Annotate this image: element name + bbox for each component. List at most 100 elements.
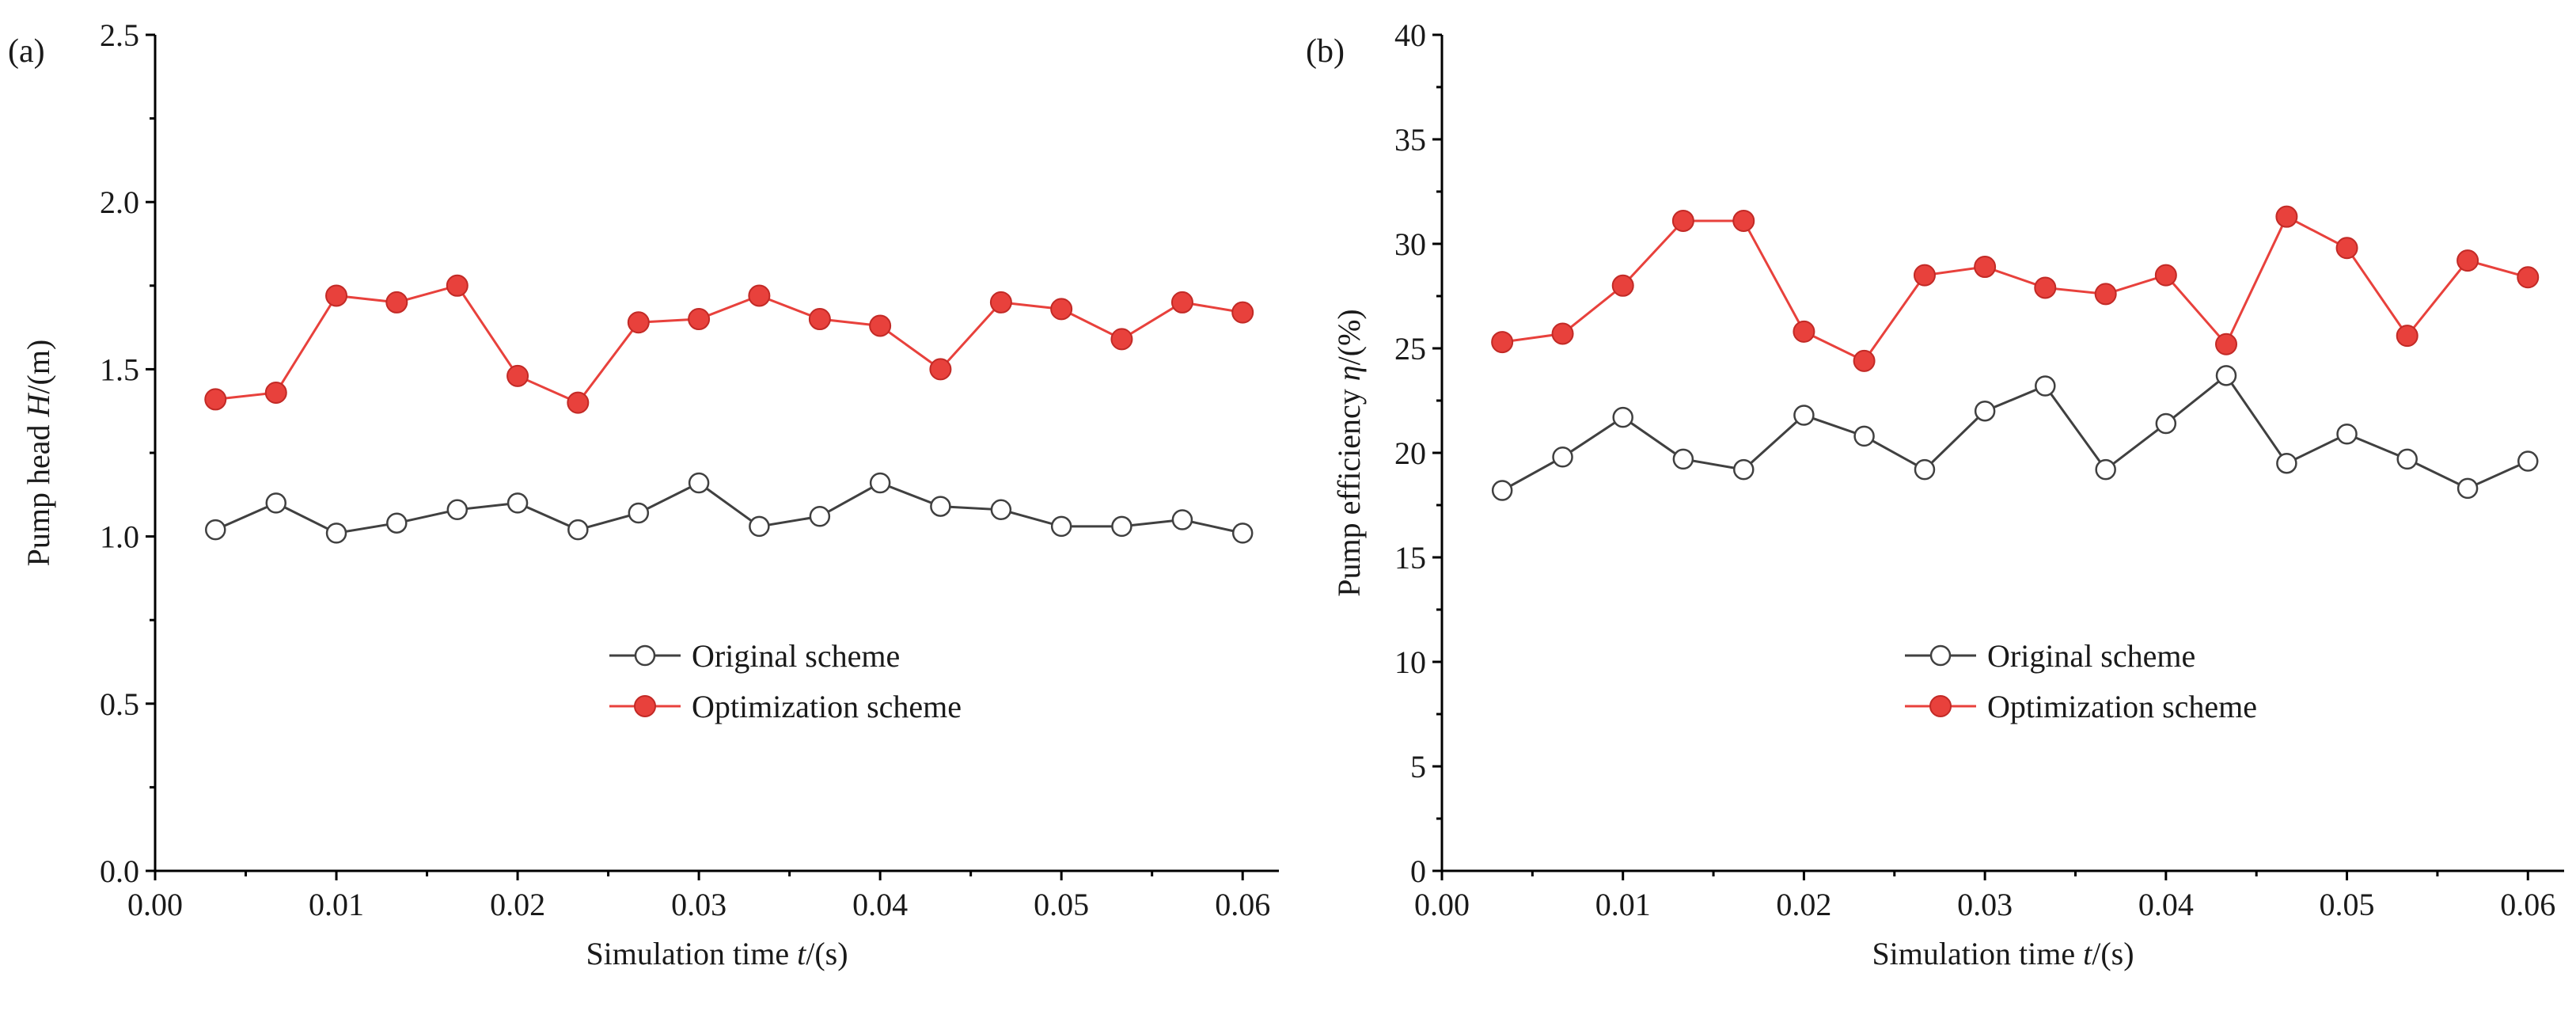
data-point (325, 284, 348, 307)
data-point (2517, 450, 2539, 472)
data-point (2215, 365, 2237, 386)
y-tick-label: 10 (1394, 644, 1426, 680)
data-point (385, 291, 408, 314)
data-point (748, 284, 771, 307)
data-point (325, 523, 347, 544)
legend-marker (634, 695, 656, 717)
x-tick-label: 0.06 (1215, 887, 1270, 922)
data-point (929, 358, 952, 381)
data-point (2396, 448, 2418, 470)
data-point (446, 274, 469, 297)
legend-label: Original scheme (1987, 638, 2195, 674)
data-point (749, 515, 770, 538)
x-tick-label: 0.00 (1414, 887, 1470, 922)
series-original (205, 472, 1254, 544)
series-line (1501, 374, 2529, 492)
data-point (2034, 276, 2057, 299)
x-tick-label: 0.03 (671, 887, 727, 922)
y-tick-label: 40 (1394, 17, 1426, 53)
y-tick-label: 5 (1410, 749, 1426, 785)
data-point (808, 308, 831, 331)
series-original (1491, 365, 2539, 501)
data-point (1612, 406, 1633, 428)
x-tick-label: 0.05 (1034, 887, 1089, 922)
data-point (567, 519, 589, 541)
x-tick-label: 0.01 (309, 887, 364, 922)
legend-label: Optimization scheme (692, 689, 962, 724)
y-tick-label: 30 (1394, 226, 1426, 262)
y-axis-label-unit: /(%) (1331, 309, 1367, 365)
x-axis-label-var: t (797, 936, 806, 971)
series-optimization (1491, 205, 2540, 372)
data-point (265, 492, 287, 514)
data-point (688, 472, 710, 494)
data-point (205, 519, 226, 541)
y-tick-label: 15 (1394, 540, 1426, 576)
data-point (446, 499, 469, 521)
data-point (1491, 480, 1513, 501)
data-point (1732, 209, 1755, 232)
data-point (1853, 425, 1875, 447)
data-point (204, 388, 227, 411)
series-line (215, 284, 1243, 405)
x-tick-label: 0.06 (2500, 887, 2555, 922)
data-point (1672, 448, 1694, 470)
y-axis-label-text: Pump efficiency (1331, 381, 1367, 597)
panel-label: (b) (1306, 33, 1345, 70)
data-point (1914, 458, 1936, 481)
data-point (2456, 477, 2479, 500)
x-tick-label: 0.00 (127, 887, 183, 922)
data-point (2276, 452, 2297, 474)
x-tick-label: 0.03 (1957, 887, 2013, 922)
data-point (2336, 423, 2358, 445)
y-axis-label: Pump head H/(m) (21, 340, 56, 567)
legend-marker (1929, 695, 1952, 717)
y-tick-label: 35 (1394, 122, 1426, 158)
data-point (567, 391, 590, 414)
series-line (1501, 215, 2529, 363)
data-point (1111, 515, 1132, 538)
data-point (1552, 447, 1573, 468)
data-point (869, 472, 891, 494)
y-axis-label-var: H (21, 392, 56, 417)
data-point (1171, 509, 1193, 530)
series-optimization (204, 274, 1254, 414)
data-point (1974, 256, 1997, 279)
data-point (2275, 205, 2298, 228)
data-point (990, 499, 1012, 521)
y-axis-label-var: η (1331, 365, 1367, 381)
y-tick-label: 20 (1394, 435, 1426, 471)
x-axis-label: Simulation time t/(s) (1872, 936, 2134, 971)
x-tick-label: 0.02 (1776, 887, 1831, 922)
y-tick-label: 0.0 (100, 853, 139, 889)
legend: Original scheme Optimization scheme (609, 638, 962, 724)
data-point (2154, 264, 2177, 287)
data-point (1974, 400, 1996, 422)
data-point (2094, 283, 2117, 306)
data-point (506, 364, 529, 387)
data-point (627, 311, 650, 334)
data-point (264, 381, 287, 404)
data-point (1110, 328, 1133, 351)
y-tick-label: 1.5 (100, 352, 139, 387)
y-tick-label: 0.5 (100, 686, 139, 722)
y-tick-label: 2.5 (100, 17, 139, 53)
x-tick-label: 0.05 (2320, 887, 2375, 922)
data-point (1551, 322, 1574, 345)
panel-label: (a) (8, 33, 45, 70)
data-point (1050, 515, 1072, 538)
data-point (2155, 412, 2177, 435)
data-point (2095, 458, 2116, 481)
x-tick-label: 0.01 (1595, 887, 1651, 922)
chart-panel-a: (a) 0.0 0.5 1.0 1.5 2.0 2.5 0.00 0.01 0.02 0.03 0.0… (8, 17, 1279, 971)
data-point (2396, 325, 2419, 348)
y-axis-label-unit: /(m) (21, 340, 56, 394)
legend: Original scheme Optimization scheme (1905, 638, 2257, 724)
x-axis-label: Simulation time t/(s) (586, 936, 848, 971)
data-point (628, 502, 650, 524)
data-point (1853, 349, 1876, 372)
x-axis-label-text: Simulation time (1872, 936, 2083, 971)
legend-label: Optimization scheme (1987, 689, 2257, 724)
data-point (386, 512, 408, 534)
data-point (1231, 301, 1254, 324)
